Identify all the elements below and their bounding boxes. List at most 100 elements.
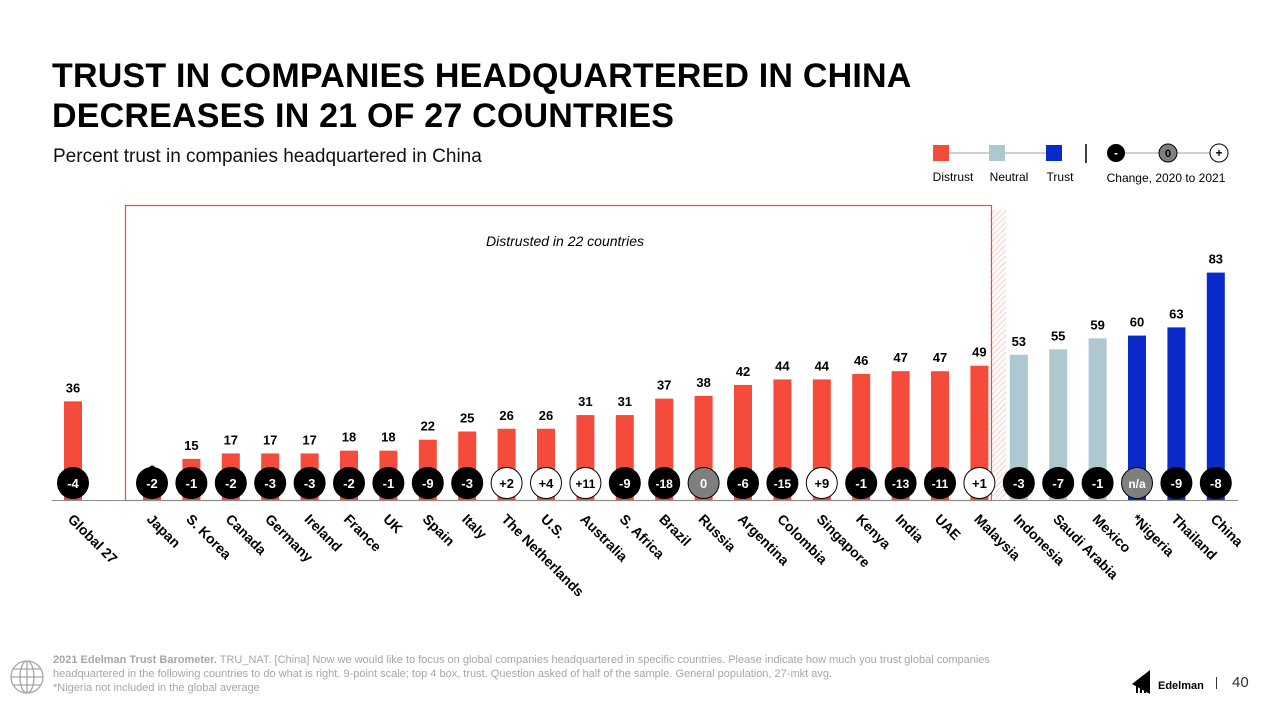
change-marker-argentina [727, 467, 759, 499]
change-marker-russia [687, 467, 720, 499]
value-label-germany: 17 [263, 432, 277, 447]
page-title: TRUST IN COMPANIES HEADQUARTERED IN CHIN… [52, 56, 911, 136]
x-tick-label-france: France [341, 511, 385, 555]
change-label-russia: 0 [700, 476, 707, 491]
change-label-italy: -3 [461, 476, 473, 491]
change-label-australia: +11 [576, 477, 596, 491]
change-marker-malaysia [963, 467, 996, 499]
change-label-germany: -3 [264, 476, 276, 491]
svg-text:+: + [1215, 146, 1222, 160]
change-marker-japan [136, 467, 168, 499]
distrust-region-shadow [990, 210, 1006, 500]
change-marker-thailand [1160, 467, 1193, 499]
value-label-saudi-arabia: 55 [1051, 328, 1065, 343]
change-marker-global-27 [57, 467, 89, 499]
bar-thailand [1167, 327, 1186, 500]
svg-text:0: 0 [1165, 148, 1171, 160]
value-label-ireland: 17 [302, 432, 316, 447]
distrust-region-annotation: Distrusted in 22 countries [486, 233, 644, 249]
value-label-mexico: 59 [1090, 317, 1104, 332]
footnote: 2021 Edelman Trust Barometer. TRU_NAT. [… [53, 653, 1103, 695]
change-label-thailand: -9 [1171, 476, 1183, 491]
title-line-1: TRUST IN COMPANIES HEADQUARTERED IN CHIN… [52, 57, 912, 95]
change-marker-s-africa [608, 467, 641, 499]
x-tick-label-india: India [892, 511, 927, 546]
value-label-singapore: 44 [815, 358, 830, 373]
footnote-line-3: *Nigeria not included in the global aver… [53, 682, 260, 694]
value-label-s-africa: 31 [618, 394, 632, 409]
change-label-colombia: -15 [774, 477, 792, 491]
bar-nigeria [1128, 335, 1146, 500]
bar-saudi-arabia [1049, 349, 1068, 500]
legend: Distrust Neutral Trust - 0 + Change, 202… [933, 143, 1229, 185]
legend-change-label: Change, 2020 to 2021 [1107, 171, 1226, 185]
legend-zero-change [1158, 143, 1178, 163]
change-label-uae: -11 [932, 477, 949, 491]
change-label-indonesia: -3 [1013, 476, 1025, 491]
legend-negative-change [1107, 144, 1125, 162]
change-label-canada: -2 [225, 476, 237, 491]
value-label-uk: 18 [381, 430, 395, 445]
footnote-line-2: headquartered in the following countries… [53, 668, 833, 680]
legend-distrust-swatch [933, 145, 949, 161]
value-label-argentina: 42 [736, 364, 750, 379]
change-label-france: -2 [343, 476, 355, 491]
value-label-brazil: 37 [657, 378, 671, 393]
legend-neutral-swatch [989, 145, 1005, 161]
change-marker-china [1199, 467, 1232, 499]
change-marker-colombia [766, 467, 799, 499]
change-label-nigeria: n/a [1128, 477, 1146, 491]
change-marker-india [884, 467, 917, 499]
x-tick-label-italy: Italy [459, 511, 490, 542]
change-marker-u-s [530, 467, 562, 499]
value-label-australia: 31 [578, 394, 592, 409]
change-marker-saudi-arabia [1042, 467, 1075, 499]
x-tick-label-u-s: U.S. [538, 511, 569, 542]
change-label-japan: -2 [146, 476, 158, 491]
change-label-spain: -9 [422, 476, 434, 491]
svg-text:-: - [1114, 146, 1118, 160]
change-label-malaysia: +1 [972, 476, 987, 491]
value-label-colombia: 44 [775, 358, 790, 373]
value-label-malaysia: 49 [972, 345, 986, 360]
footnote-line-1: TRU_NAT. [China] Now we would like to fo… [219, 654, 990, 666]
change-marker-germany [254, 467, 287, 499]
legend-distrust-label: Distrust [933, 170, 974, 184]
change-marker-italy [451, 467, 484, 499]
value-label-kenya: 46 [854, 353, 868, 368]
change-marker-the-netherlands [490, 467, 523, 499]
legend-neutral-label: Neutral [990, 170, 1029, 184]
change-label-u-s: +4 [539, 476, 555, 491]
change-label-china: -8 [1210, 476, 1222, 491]
x-tick-label-uk: UK [380, 511, 406, 537]
bar-indonesia [1009, 354, 1028, 500]
change-label-kenya: -1 [855, 476, 867, 491]
change-marker-france [333, 467, 365, 499]
chart-subtitle: Percent trust in companies headquartered… [53, 146, 482, 167]
value-label-india: 47 [893, 350, 907, 365]
change-marker-indonesia [1002, 467, 1035, 499]
logo-divider [1216, 677, 1217, 689]
change-label-s-korea: -1 [186, 476, 198, 491]
bar-malaysia [970, 365, 989, 500]
value-label-france: 18 [342, 430, 356, 445]
page-number: 40 [1232, 674, 1249, 691]
bar-series: 3661517171718182225262631313738424444464… [64, 252, 1225, 500]
value-label-uae: 47 [933, 350, 947, 365]
legend-trust-swatch [1046, 145, 1062, 161]
value-label-russia: 38 [696, 375, 710, 390]
change-label-mexico: -1 [1092, 476, 1104, 491]
x-tick-label-russia: Russia [695, 511, 739, 555]
change-label-saudi-arabia: -7 [1052, 476, 1064, 491]
change-label-global-27: -4 [67, 476, 79, 491]
change-marker-nigeria [1121, 467, 1153, 499]
change-label-india: -13 [892, 477, 910, 491]
change-marker-spain [411, 467, 444, 499]
x-tick-label-japan: Japan [144, 511, 184, 551]
value-label-spain: 22 [421, 419, 435, 434]
value-label-canada: 17 [224, 432, 238, 447]
change-marker-ireland [293, 467, 326, 499]
change-markers: -4 -2 -1 -2 -3 -3 -2 -1 -9 -3 +2 +4 +11 -9 -18 0 -6 -15 +9… [57, 467, 1232, 499]
change-label-uk: -1 [383, 476, 395, 491]
value-label-thailand: 63 [1169, 306, 1183, 321]
